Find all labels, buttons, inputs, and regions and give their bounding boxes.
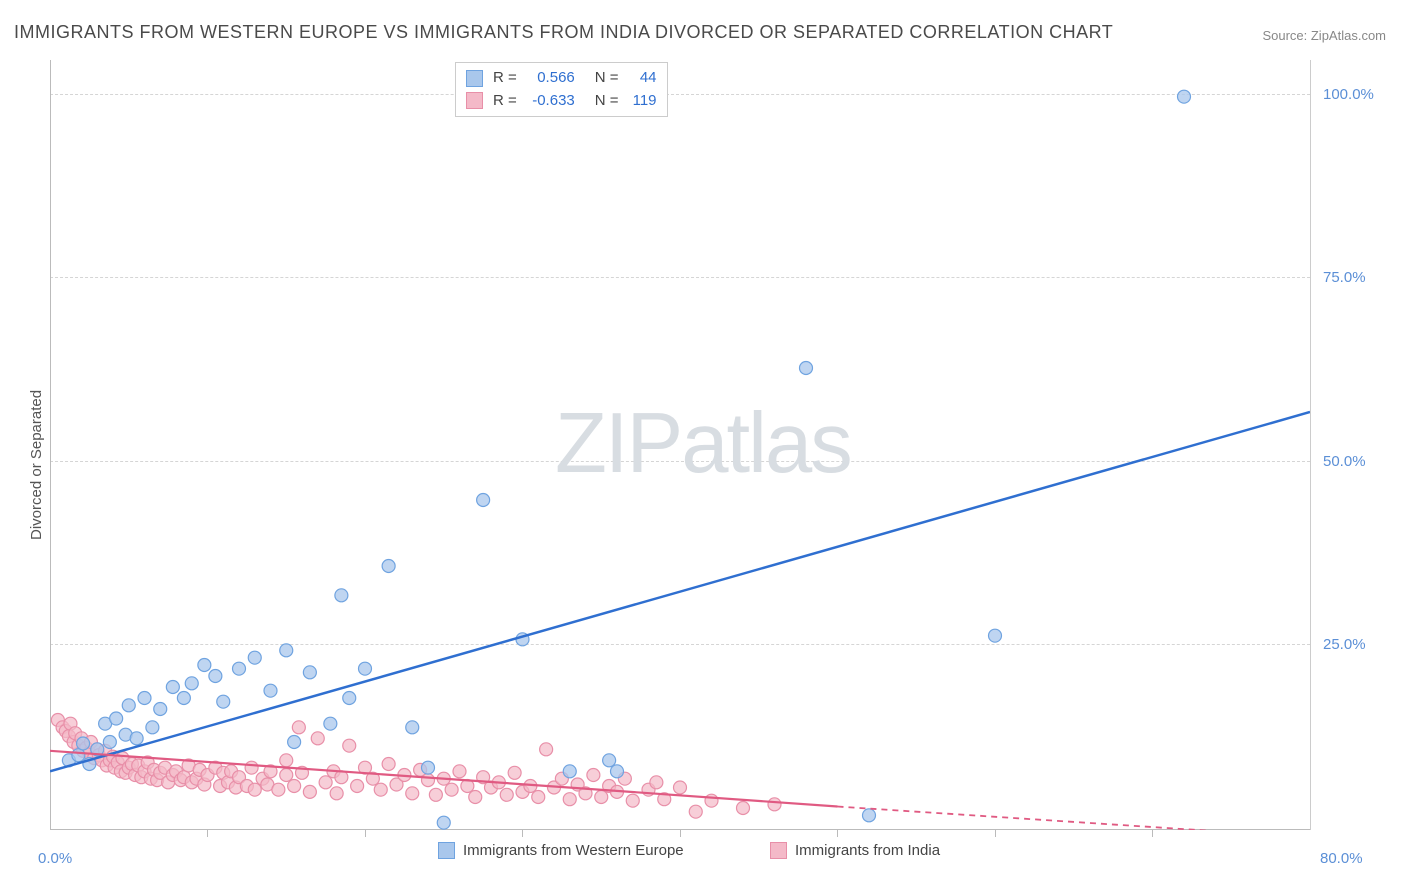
xtick-mark (837, 830, 838, 837)
source-label: Source: ZipAtlas.com (1262, 28, 1386, 43)
bottom-legend-2: Immigrants from India (770, 842, 940, 859)
r-label: R = (493, 67, 517, 90)
xtick-mark (207, 830, 208, 837)
legend-label-1: Immigrants from Western Europe (463, 842, 684, 859)
swatch-pink (770, 842, 787, 859)
swatch-pink (466, 92, 483, 109)
n-value-1: 44 (625, 67, 657, 90)
xlabel-left: 0.0% (38, 850, 72, 867)
swatch-blue (466, 70, 483, 87)
stats-row-2: R = -0.633 N = 119 (466, 90, 657, 113)
n-label: N = (595, 67, 619, 90)
xtick-mark (680, 830, 681, 837)
chart-svg (50, 60, 1310, 830)
ytick-50: 50.0% (1323, 453, 1366, 470)
xtick-mark (1152, 830, 1153, 837)
chart-title: IMMIGRANTS FROM WESTERN EUROPE VS IMMIGR… (14, 22, 1113, 43)
stats-row-1: R = 0.566 N = 44 (466, 67, 657, 90)
y-axis-label: Divorced or Separated (28, 390, 45, 540)
stats-legend: R = 0.566 N = 44 R = -0.633 N = 119 (455, 62, 668, 117)
regression-lines (50, 412, 1310, 830)
chart-container: IMMIGRANTS FROM WESTERN EUROPE VS IMMIGR… (0, 0, 1406, 892)
r-label: R = (493, 90, 517, 113)
r-value-1: 0.566 (523, 67, 575, 90)
xlabel-right: 80.0% (1320, 850, 1363, 867)
swatch-blue (438, 842, 455, 859)
n-label: N = (595, 90, 619, 113)
legend-label-2: Immigrants from India (795, 842, 940, 859)
xtick-mark (522, 830, 523, 837)
bottom-legend-1: Immigrants from Western Europe (438, 842, 684, 859)
n-value-2: 119 (625, 90, 657, 113)
plot-right-border (1310, 60, 1311, 830)
ytick-75: 75.0% (1323, 269, 1366, 286)
xtick-mark (365, 830, 366, 837)
ytick-100: 100.0% (1323, 86, 1374, 103)
xtick-mark (995, 830, 996, 837)
ytick-25: 25.0% (1323, 636, 1366, 653)
r-value-2: -0.633 (523, 90, 575, 113)
